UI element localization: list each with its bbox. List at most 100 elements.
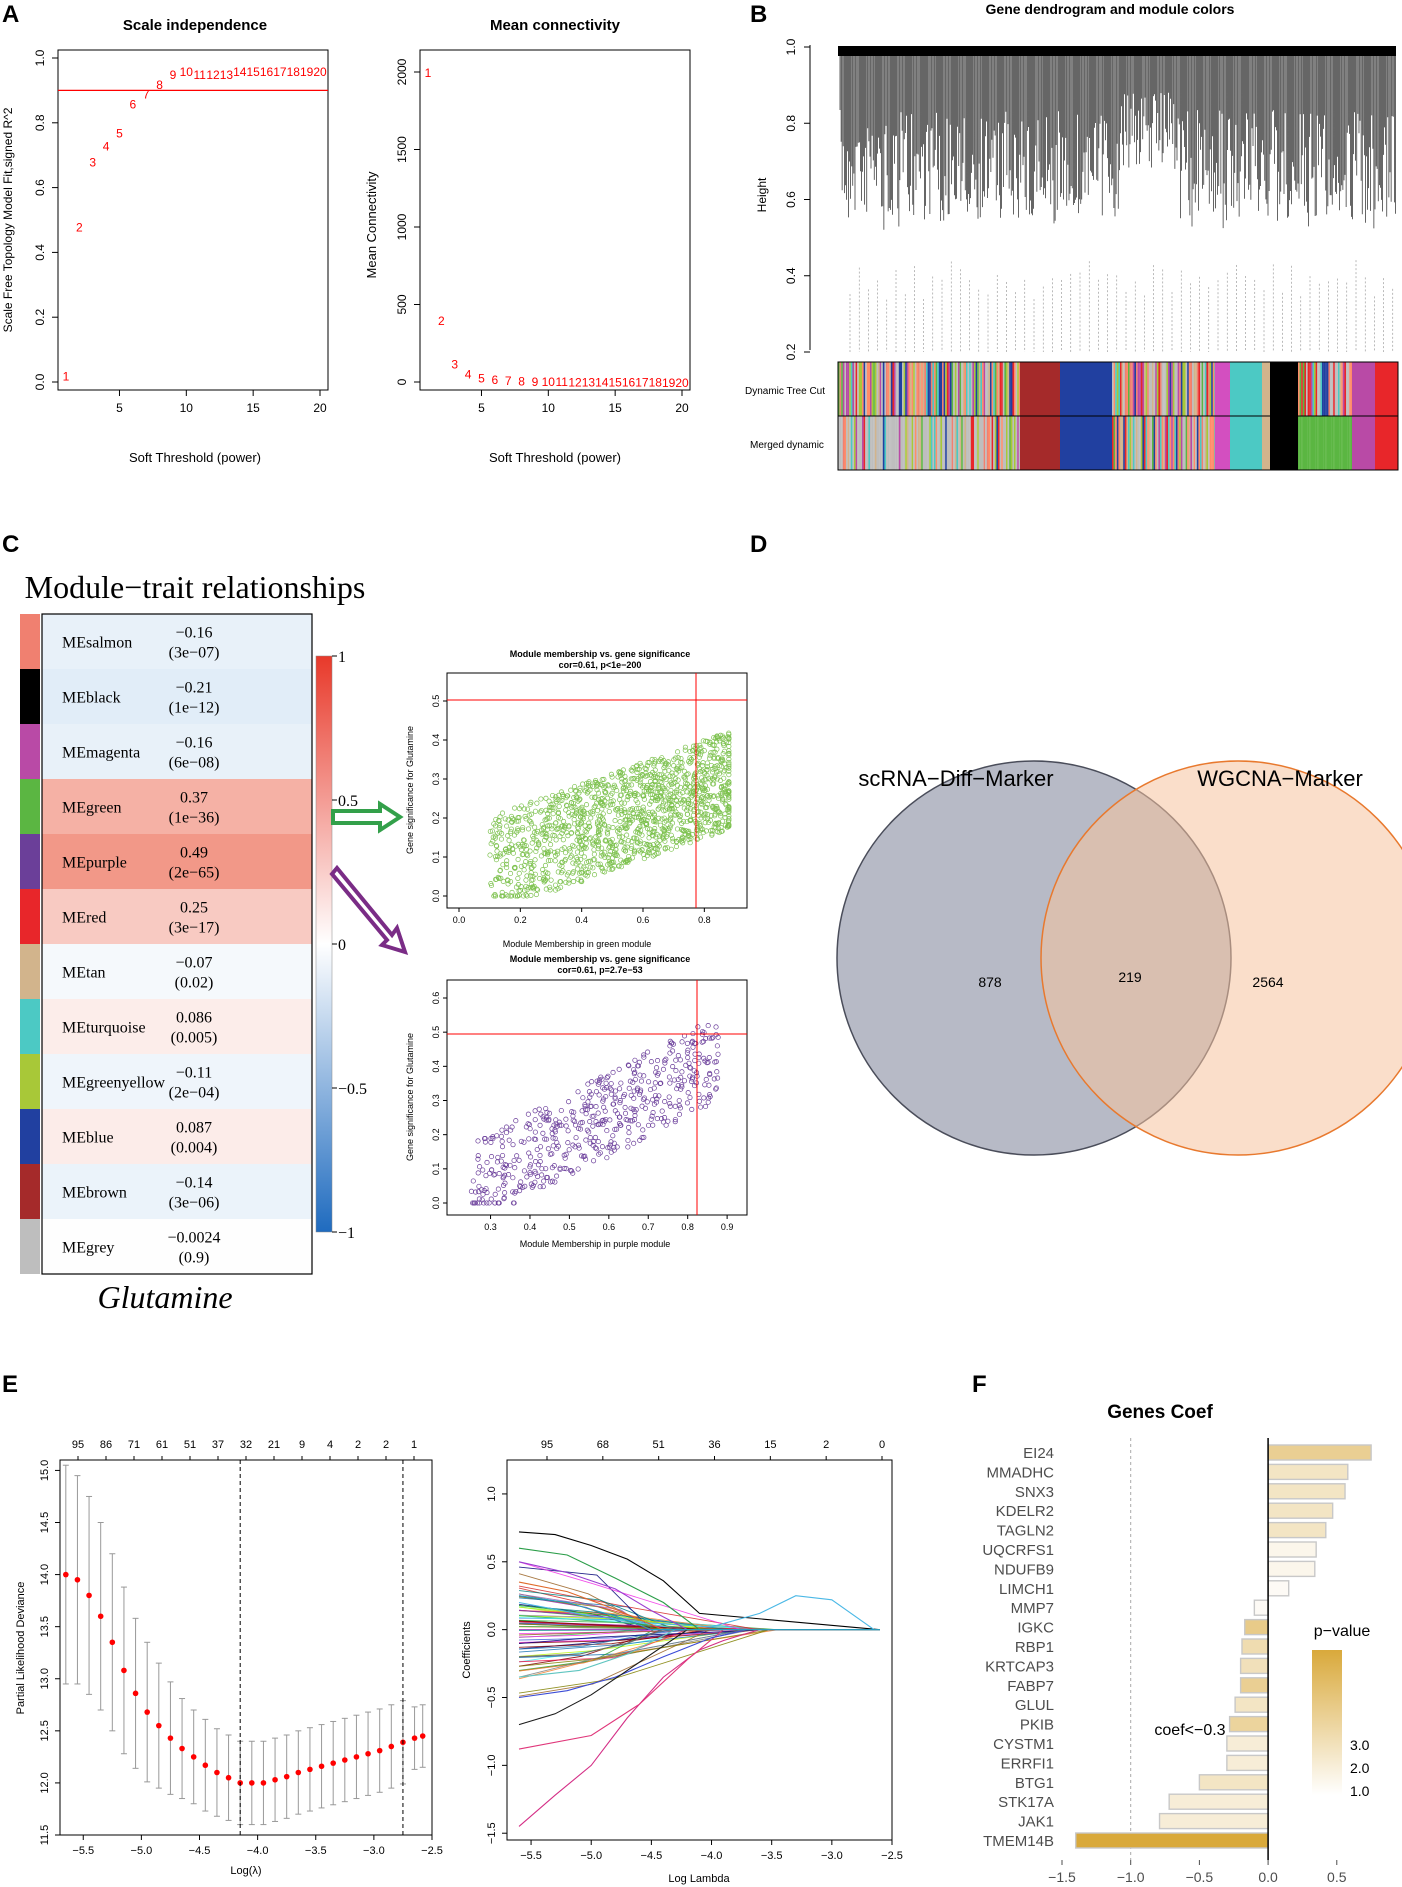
scale-xlabel: Soft Threshold (power) <box>129 450 261 465</box>
purple-point <box>651 1085 657 1091</box>
pvalue-legend-bar <box>1312 1650 1342 1795</box>
green-point <box>600 868 606 874</box>
color-strip <box>871 416 874 470</box>
purple-point <box>488 1135 494 1142</box>
green-point <box>726 763 732 769</box>
green-point <box>524 873 530 879</box>
purple-point <box>528 1171 534 1177</box>
color-strip <box>954 416 957 470</box>
green-point <box>581 864 587 870</box>
green-point <box>638 818 645 824</box>
green-point <box>503 861 510 867</box>
purple-point <box>589 1079 595 1085</box>
cv-point <box>376 1747 383 1754</box>
green-point <box>717 763 723 769</box>
color-strip <box>1002 416 1005 470</box>
color-strip <box>870 362 872 416</box>
color-strip <box>873 416 875 470</box>
green-point <box>601 784 607 791</box>
module-pvalue: (0.02) <box>175 975 214 992</box>
green-point <box>512 864 518 870</box>
module-swatch <box>20 669 40 724</box>
purple-point <box>599 1118 605 1124</box>
color-strip <box>1153 416 1156 470</box>
color-strip <box>1212 362 1215 416</box>
color-strip <box>1147 362 1149 416</box>
path-top-label: 68 <box>597 1439 609 1451</box>
purple-point <box>582 1102 588 1108</box>
color-strip <box>1007 362 1010 416</box>
scale-ytick-label: 0.8 <box>33 114 47 131</box>
green-point <box>544 850 551 856</box>
scatter-green-subtitle: cor=0.61, p<1e−200 <box>559 660 642 670</box>
purple-point <box>554 1173 560 1179</box>
color-strip <box>1171 416 1173 470</box>
green-point <box>726 794 732 800</box>
green-point <box>645 814 651 820</box>
green-point <box>552 805 558 811</box>
coef-bar <box>1267 1580 1290 1597</box>
color-strip <box>1306 416 1308 470</box>
green-point <box>529 884 535 890</box>
green-point <box>652 852 658 858</box>
green-point <box>714 739 720 745</box>
color-strip <box>1140 416 1143 470</box>
color-strip <box>1118 362 1121 416</box>
green-point <box>707 793 714 799</box>
color-strip <box>1006 416 1008 470</box>
cv-ylabel: Partial Likelihood Deviance <box>15 1582 27 1715</box>
panel-b: Gene dendrogram and module colors Height… <box>745 1 1399 471</box>
green-point <box>610 866 616 872</box>
color-strip <box>902 362 904 416</box>
green-point <box>577 806 583 812</box>
purple-point <box>626 1124 632 1131</box>
purple-point <box>583 1156 589 1162</box>
green-point <box>533 848 539 855</box>
color-strip <box>1001 416 1003 470</box>
green-point <box>508 826 514 832</box>
conn-point-label: 18 <box>649 376 663 390</box>
purple-point <box>645 1122 652 1128</box>
green-point <box>578 814 584 820</box>
path-top-ticks: 95 68 51 36 15 2 0 <box>541 1439 885 1460</box>
color-strip <box>1326 362 1329 416</box>
color-strip <box>1315 416 1318 470</box>
cv-point <box>74 1576 81 1583</box>
color-strip <box>1195 362 1197 416</box>
green-point <box>666 782 672 788</box>
green-point <box>611 851 617 857</box>
purple-point <box>537 1152 543 1158</box>
purple-point <box>667 1080 673 1086</box>
venn-left-label: scRNA−Diff−Marker <box>858 766 1053 791</box>
conn-point-label: 3 <box>451 357 458 371</box>
green-point <box>678 800 684 807</box>
cv-ytick-label: 12.5 <box>39 1720 51 1741</box>
green-point <box>560 794 566 800</box>
color-strip <box>959 416 962 470</box>
green-point <box>608 859 614 865</box>
green-point <box>566 877 572 883</box>
purple-point <box>470 1200 476 1206</box>
purple-point <box>526 1150 532 1156</box>
green-point <box>516 814 522 821</box>
color-strip <box>887 416 890 470</box>
color-strip <box>1336 362 1339 416</box>
purple-point <box>554 1140 560 1146</box>
purple-point <box>670 1048 676 1054</box>
green-point <box>579 810 585 816</box>
color-strip <box>887 362 890 416</box>
green-point <box>694 796 700 802</box>
green-point <box>580 781 586 787</box>
color-strip <box>970 416 973 470</box>
color-strip <box>870 416 872 470</box>
green-point <box>681 827 687 833</box>
green-point <box>531 863 537 869</box>
green-point <box>583 845 589 851</box>
conn-ytick-label: 500 <box>395 294 409 314</box>
cv-xlabel: Log(λ) <box>230 1865 261 1877</box>
green-point <box>591 872 598 878</box>
path-top-label: 95 <box>541 1439 553 1451</box>
purple-point <box>513 1118 519 1124</box>
green-point <box>726 735 732 741</box>
green-point <box>622 859 628 865</box>
